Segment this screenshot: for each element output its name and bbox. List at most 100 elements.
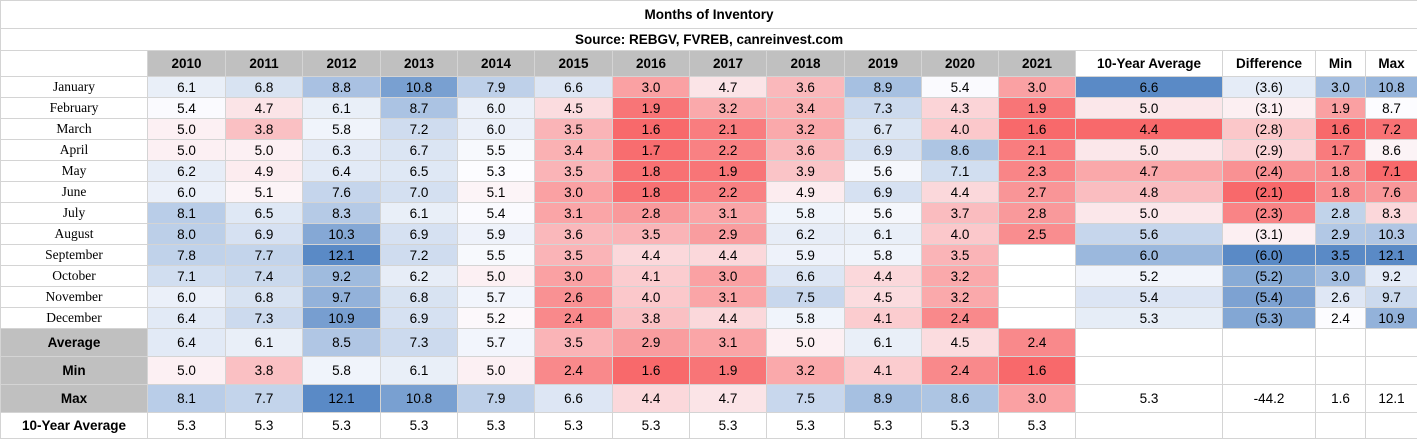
value-cell[interactable]: 7.2: [380, 244, 458, 266]
value-cell[interactable]: 2.1: [689, 118, 767, 140]
value-cell[interactable]: 5.0: [147, 139, 226, 161]
value-cell[interactable]: 8.0: [147, 223, 226, 245]
ten-year-average-value[interactable]: 5.3: [998, 412, 1076, 439]
max-cell[interactable]: 8.6: [1364, 139, 1417, 161]
summary-value-cell[interactable]: 6.1: [380, 356, 458, 385]
value-cell[interactable]: 6.3: [302, 139, 381, 161]
summary-value-cell[interactable]: 10.8: [380, 384, 458, 413]
ten-year-average-value[interactable]: 5.3: [766, 412, 845, 439]
difference-cell[interactable]: (3.1): [1222, 97, 1316, 119]
summary-extra-cell[interactable]: 1.6: [1315, 384, 1366, 413]
summary-value-cell[interactable]: 4.7: [689, 384, 767, 413]
value-cell[interactable]: 6.9: [225, 223, 303, 245]
column-header[interactable]: 2020: [921, 50, 999, 77]
value-cell[interactable]: 7.3: [225, 307, 303, 329]
ten-year-average-value[interactable]: 5.3: [612, 412, 690, 439]
month-label[interactable]: February: [0, 97, 148, 119]
value-cell[interactable]: [998, 244, 1076, 266]
value-cell[interactable]: 4.7: [689, 76, 767, 98]
value-cell[interactable]: 3.8: [225, 118, 303, 140]
max-cell[interactable]: 7.1: [1364, 160, 1417, 182]
difference-cell[interactable]: (2.4): [1222, 160, 1316, 182]
column-header[interactable]: 2018: [766, 50, 845, 77]
summary-label[interactable]: Average: [0, 328, 148, 357]
column-header[interactable]: Min: [1315, 50, 1366, 77]
ten-year-avg-cell[interactable]: 5.0: [1075, 139, 1223, 161]
value-cell[interactable]: [998, 265, 1076, 287]
ten-year-average-value[interactable]: 5.3: [225, 412, 303, 439]
ten-year-average-label[interactable]: 10-Year Average: [0, 412, 148, 439]
summary-value-cell[interactable]: 6.1: [225, 328, 303, 357]
column-header[interactable]: 2011: [225, 50, 303, 77]
value-cell[interactable]: 4.9: [225, 160, 303, 182]
difference-cell[interactable]: (2.3): [1222, 202, 1316, 224]
column-header[interactable]: 2016: [612, 50, 690, 77]
difference-cell[interactable]: (6.0): [1222, 244, 1316, 266]
month-label[interactable]: November: [0, 286, 148, 308]
value-cell[interactable]: 10.8: [380, 76, 458, 98]
value-cell[interactable]: 6.1: [380, 202, 458, 224]
summary-value-cell[interactable]: 2.4: [921, 356, 999, 385]
empty-cell[interactable]: [1315, 412, 1366, 439]
value-cell[interactable]: 3.6: [534, 223, 613, 245]
summary-extra-cell[interactable]: 12.1: [1364, 384, 1417, 413]
value-cell[interactable]: 7.0: [380, 181, 458, 203]
value-cell[interactable]: 3.9: [766, 160, 845, 182]
value-cell[interactable]: 6.5: [380, 160, 458, 182]
value-cell[interactable]: 1.6: [998, 118, 1076, 140]
column-header[interactable]: 2013: [380, 50, 458, 77]
difference-cell[interactable]: (5.4): [1222, 286, 1316, 308]
ten-year-avg-cell[interactable]: 5.3: [1075, 307, 1223, 329]
value-cell[interactable]: 5.3: [457, 160, 535, 182]
difference-cell[interactable]: (5.2): [1222, 265, 1316, 287]
value-cell[interactable]: 8.9: [844, 76, 922, 98]
ten-year-average-value[interactable]: 5.3: [457, 412, 535, 439]
value-cell[interactable]: [998, 307, 1076, 329]
min-cell[interactable]: 1.6: [1315, 118, 1366, 140]
value-cell[interactable]: 6.8: [225, 76, 303, 98]
value-cell[interactable]: 7.8: [147, 244, 226, 266]
summary-value-cell[interactable]: 7.7: [225, 384, 303, 413]
summary-value-cell[interactable]: 2.4: [534, 356, 613, 385]
summary-value-cell[interactable]: 4.4: [612, 384, 690, 413]
column-header[interactable]: 2014: [457, 50, 535, 77]
value-cell[interactable]: 8.1: [147, 202, 226, 224]
value-cell[interactable]: 1.9: [998, 97, 1076, 119]
summary-value-cell[interactable]: 1.6: [612, 356, 690, 385]
summary-value-cell[interactable]: 3.2: [766, 356, 845, 385]
ten-year-avg-cell[interactable]: 4.7: [1075, 160, 1223, 182]
value-cell[interactable]: 6.7: [844, 118, 922, 140]
value-cell[interactable]: 5.5: [457, 139, 535, 161]
value-cell[interactable]: 1.9: [689, 160, 767, 182]
column-header[interactable]: Max: [1364, 50, 1417, 77]
value-cell[interactable]: 4.5: [844, 286, 922, 308]
value-cell[interactable]: 3.1: [689, 202, 767, 224]
value-cell[interactable]: 7.5: [766, 286, 845, 308]
value-cell[interactable]: 1.7: [612, 139, 690, 161]
value-cell[interactable]: 2.3: [998, 160, 1076, 182]
value-cell[interactable]: 6.8: [380, 286, 458, 308]
value-cell[interactable]: 3.2: [689, 97, 767, 119]
ten-year-avg-cell[interactable]: 5.6: [1075, 223, 1223, 245]
max-cell[interactable]: 10.3: [1364, 223, 1417, 245]
summary-value-cell[interactable]: 7.3: [380, 328, 458, 357]
summary-value-cell[interactable]: 5.0: [147, 356, 226, 385]
value-cell[interactable]: 3.1: [534, 202, 613, 224]
summary-value-cell[interactable]: 5.8: [302, 356, 381, 385]
value-cell[interactable]: 6.9: [380, 307, 458, 329]
value-cell[interactable]: 2.5: [998, 223, 1076, 245]
value-cell[interactable]: 5.8: [766, 202, 845, 224]
summary-value-cell[interactable]: 1.9: [689, 356, 767, 385]
value-cell[interactable]: 3.1: [689, 286, 767, 308]
value-cell[interactable]: 4.0: [612, 286, 690, 308]
value-cell[interactable]: 6.2: [147, 160, 226, 182]
month-label[interactable]: March: [0, 118, 148, 140]
value-cell[interactable]: 5.0: [457, 265, 535, 287]
max-cell[interactable]: 9.2: [1364, 265, 1417, 287]
value-cell[interactable]: 3.0: [612, 76, 690, 98]
value-cell[interactable]: 6.7: [380, 139, 458, 161]
summary-extra-cell[interactable]: -44.2: [1222, 384, 1316, 413]
column-header[interactable]: Difference: [1222, 50, 1316, 77]
min-cell[interactable]: 3.5: [1315, 244, 1366, 266]
summary-value-cell[interactable]: 4.5: [921, 328, 999, 357]
